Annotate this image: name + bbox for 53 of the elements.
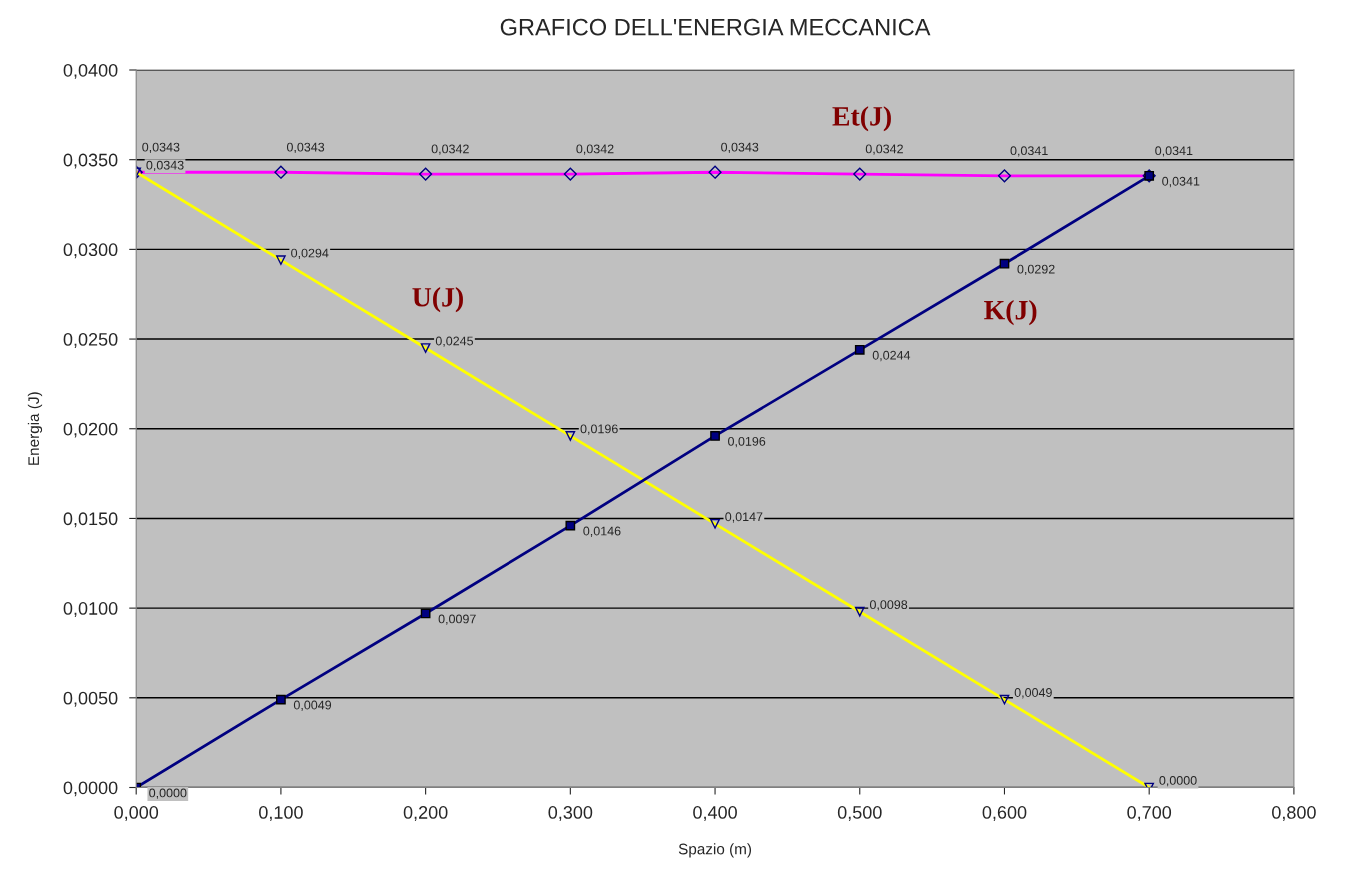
series-label: U(J) xyxy=(412,287,463,313)
data-label: 0,0049 xyxy=(293,700,332,711)
data-label: 0,0000 xyxy=(149,788,187,799)
x-tick-label: 0,800 xyxy=(1272,806,1316,821)
data-label: 0,0049 xyxy=(1014,688,1052,699)
x-tick-label: 0,200 xyxy=(403,806,448,821)
data-label: 0,0343 xyxy=(146,160,184,172)
data-label: 0,0000 xyxy=(1159,775,1197,787)
data-label: 0,0294 xyxy=(291,248,329,259)
x-tick-label: 0,600 xyxy=(982,806,1027,821)
data-label: 0,0341 xyxy=(1155,146,1193,157)
point xyxy=(999,258,1010,269)
point xyxy=(854,344,865,355)
y-tick-label: 0,0000 xyxy=(63,781,118,797)
point xyxy=(565,520,576,531)
x-tick-label: 0,300 xyxy=(548,806,593,821)
y-tick-label: 0,0050 xyxy=(63,691,118,707)
x-tick-label: 0,400 xyxy=(693,806,737,821)
series-label: K(J) xyxy=(984,300,1037,326)
data-label: 0,0196 xyxy=(580,424,618,435)
data-label: 0,0147 xyxy=(725,512,763,523)
series-label: Et(J) xyxy=(832,106,891,132)
y-tick-label: 0,0100 xyxy=(63,602,118,617)
x-tick-label: 0,700 xyxy=(1127,806,1172,821)
point xyxy=(276,694,286,705)
data-label: 0,0342 xyxy=(431,144,469,155)
data-label: 0,0245 xyxy=(435,336,474,347)
data-label: 0,0292 xyxy=(1017,264,1055,276)
data-label: 0,0343 xyxy=(286,142,325,154)
x-tick-label: 0,500 xyxy=(837,806,882,821)
x-axis-title: Spazio (m) xyxy=(678,843,752,858)
x-tick-label: 0,000 xyxy=(114,806,159,821)
data-label: 0,0196 xyxy=(728,436,766,448)
data-label: 0,0098 xyxy=(869,600,908,611)
y-tick-label: 0,0300 xyxy=(63,243,118,259)
y-tick-label: 0,0400 xyxy=(63,63,118,79)
data-label: 0,0342 xyxy=(576,144,614,155)
data-label: 0,0342 xyxy=(865,144,903,155)
data-label: 0,0341 xyxy=(1010,146,1048,157)
data-label: 0,0343 xyxy=(721,142,759,154)
data-label: 0,0097 xyxy=(438,614,476,625)
y-tick-label: 0,0150 xyxy=(63,512,118,528)
x-tick-label: 0,100 xyxy=(259,806,303,821)
chart-title: GRAFICO DELL'ENERGIA MECCANICA xyxy=(500,18,931,36)
data-label: 0,0244 xyxy=(872,350,911,362)
y-axis-title: Energia (J) xyxy=(27,392,43,465)
data-label: 0,0341 xyxy=(1162,176,1200,188)
point xyxy=(710,431,720,441)
y-tick-label: 0,0200 xyxy=(63,422,118,438)
y-tick-label: 0,0250 xyxy=(63,333,118,348)
data-label: 0,0343 xyxy=(142,142,180,154)
data-label: 0,0146 xyxy=(583,526,621,537)
y-tick-label: 0,0350 xyxy=(63,153,118,169)
